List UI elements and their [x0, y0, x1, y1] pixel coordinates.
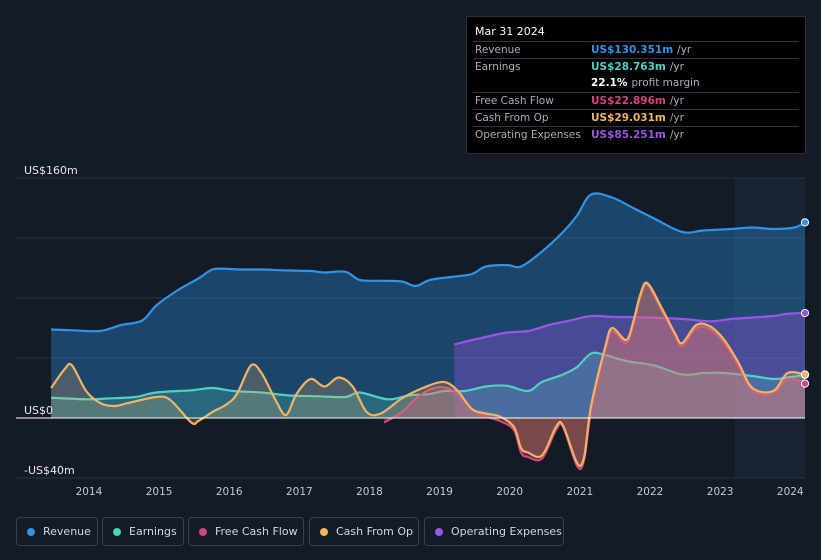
end-markers: [800, 218, 810, 388]
x-tick-label: 2014: [76, 486, 103, 498]
tooltip-value: US$130.351m/yr: [591, 44, 692, 56]
x-tick-label: 2020: [496, 486, 523, 498]
legend-label: Earnings: [129, 525, 177, 538]
legend-item-cash-from-op[interactable]: Cash From Op: [309, 517, 419, 546]
legend-label: Cash From Op: [336, 525, 414, 538]
gridlines: [16, 177, 805, 479]
tooltip-row-fcf: Free Cash Flow US$22.896m/yr: [473, 92, 799, 109]
x-tick-label: 2015: [146, 486, 173, 498]
x-tick-label: 2022: [637, 486, 664, 498]
series-line-opex: [454, 311, 806, 346]
series-area-fcf: [384, 284, 805, 469]
x-tick-label: 2018: [356, 486, 383, 498]
legend-label: Operating Expenses: [451, 525, 562, 538]
legend-dot-icon: [435, 527, 443, 536]
x-tick-label: 2021: [567, 486, 594, 498]
tooltip-row-margin: 22.1% profit margin: [473, 75, 799, 92]
tooltip-value: US$29.031m/yr: [591, 112, 684, 124]
tooltip-row-revenue: Revenue US$130.351m/yr: [473, 41, 799, 58]
x-tick-label: 2017: [286, 486, 313, 498]
tooltip-label: Operating Expenses: [475, 129, 581, 141]
tooltip-panel: Mar 31 2024 Revenue US$130.351m/yr Earni…: [466, 16, 806, 154]
legend-dot-icon: [27, 527, 35, 536]
y-tick-label: US$160m: [24, 164, 78, 177]
series-area-earnings: [51, 352, 806, 418]
series-area-cfo: [51, 282, 806, 466]
series-line-revenue: [51, 192, 806, 333]
tooltip-row-cfo: Cash From Op US$29.031m/yr: [473, 109, 799, 126]
series-end-marker-fcf: [800, 379, 810, 388]
x-tick-label: 2024: [777, 486, 804, 498]
tooltip-value: 22.1% profit margin: [591, 77, 700, 89]
legend-item-revenue[interactable]: Revenue: [16, 517, 98, 546]
x-axis-labels: 2014 2015 2016 2017 2018 2019 2020 2021 2022 2023…: [76, 486, 804, 498]
series-line-earnings: [51, 351, 806, 401]
series-line-cfo: [50, 281, 806, 468]
series-end-marker-revenue: [800, 218, 810, 227]
series-layer: [50, 192, 806, 471]
legend-item-free-cash-flow[interactable]: Free Cash Flow: [188, 517, 304, 546]
x-tick-label: 2019: [426, 486, 453, 498]
legend-label: Revenue: [43, 525, 91, 538]
tooltip-label: Cash From Op: [475, 112, 549, 124]
legend-label: Free Cash Flow: [215, 525, 298, 538]
x-tick-label: 2023: [707, 486, 734, 498]
legend-item-earnings[interactable]: Earnings: [102, 517, 184, 546]
tooltip-value: US$85.251m/yr: [591, 129, 684, 141]
tooltip-label: Free Cash Flow: [475, 95, 554, 107]
legend-item-operating-expenses[interactable]: Operating Expenses: [424, 517, 564, 546]
series-end-marker-opex: [800, 308, 810, 318]
series-end-marker-cfo: [800, 370, 810, 379]
tooltip-label: Revenue: [475, 44, 521, 56]
tooltip-date: Mar 31 2024: [475, 25, 545, 38]
y-axis-labels: US$160m US$0 -US$40m: [24, 164, 78, 477]
tooltip-value: US$28.763m/yr: [591, 61, 684, 73]
legend-dot-icon: [113, 527, 121, 536]
y-tick-label: US$0: [24, 404, 53, 417]
tooltip-row-opex: Operating Expenses US$85.251m/yr: [473, 126, 799, 143]
tooltip-row-earnings: Earnings US$28.763m/yr: [473, 58, 799, 75]
series-area-opex: [454, 313, 805, 418]
legend-dot-icon: [199, 527, 207, 536]
series-area-revenue: [51, 193, 806, 418]
tooltip-value: US$22.896m/yr: [591, 95, 684, 107]
x-tick-label: 2016: [216, 486, 243, 498]
legend-dot-icon: [320, 527, 328, 536]
tooltip-label: Earnings: [475, 61, 521, 73]
y-tick-label: -US$40m: [24, 464, 75, 477]
